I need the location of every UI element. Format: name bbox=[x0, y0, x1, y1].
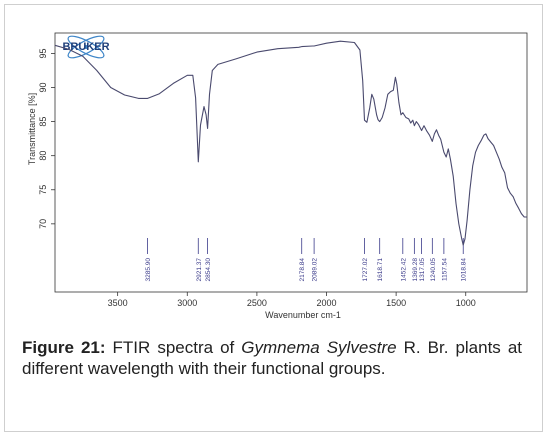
peak-label: 2178.84 bbox=[299, 258, 306, 282]
y-tick-label: 95 bbox=[38, 48, 48, 58]
logo-orbit-1 bbox=[67, 35, 105, 59]
series-layer bbox=[54, 40, 527, 246]
caption-species: Gymnema Sylvestre bbox=[241, 338, 397, 357]
peak-label: 2089.02 bbox=[312, 258, 319, 282]
y-tick-label: 85 bbox=[38, 117, 48, 127]
peak-label: 1157.54 bbox=[441, 258, 448, 281]
spectrum-line bbox=[54, 40, 527, 246]
plot-area bbox=[54, 32, 528, 293]
peak-label: 1018.84 bbox=[461, 258, 468, 282]
peak-label: 2854.30 bbox=[205, 258, 212, 282]
peak-label: 1317.05 bbox=[419, 258, 426, 282]
peak-label: 1452.42 bbox=[400, 258, 407, 282]
y-axis: 70 75 80 85 90 95 bbox=[38, 48, 55, 229]
y-tick-label: 70 bbox=[38, 219, 48, 229]
x-tick-label: 2500 bbox=[247, 298, 267, 308]
caption-text-b: R. Br. plants at different wavelength wi… bbox=[22, 338, 522, 378]
peak-label: 1240.05 bbox=[430, 258, 437, 282]
y-tick-label: 80 bbox=[38, 151, 48, 161]
y-axis-label: Transmittance [%] bbox=[27, 93, 37, 165]
x-tick-label: 1500 bbox=[386, 298, 406, 308]
logo-dot bbox=[84, 45, 88, 49]
caption-text-a: FTIR spectra of bbox=[105, 338, 242, 357]
x-tick-label: 3000 bbox=[177, 298, 197, 308]
figure-caption: Figure 21: FTIR spectra of Gymnema Sylve… bbox=[22, 337, 522, 379]
figure-frame bbox=[4, 4, 543, 432]
x-tick-label: 1000 bbox=[456, 298, 476, 308]
figure-label: Figure 21: bbox=[22, 338, 106, 357]
x-tick-label: 3500 bbox=[108, 298, 128, 308]
peak-markers: 3285.90 2921.37 2854.30 2178.84 2089.02 1727.… bbox=[145, 238, 468, 282]
peak-label: 3285.90 bbox=[145, 258, 152, 282]
x-axis-label: Wavenumber cm-1 bbox=[265, 310, 341, 320]
x-tick-label: 2000 bbox=[316, 298, 336, 308]
y-tick-label: 75 bbox=[38, 185, 48, 195]
peak-label: 2921.37 bbox=[196, 258, 203, 282]
peak-label: 1727.02 bbox=[362, 258, 369, 282]
peak-label: 1369.28 bbox=[412, 258, 419, 282]
logo-text: BRUKER bbox=[62, 41, 109, 53]
peak-label: 1618.71 bbox=[377, 258, 384, 282]
bruker-logo: BRUKER bbox=[62, 35, 110, 59]
x-axis: 3500 3000 2500 2000 1500 1000 bbox=[108, 292, 476, 308]
logo-orbit-2 bbox=[67, 35, 105, 59]
y-tick-label: 90 bbox=[38, 83, 48, 93]
